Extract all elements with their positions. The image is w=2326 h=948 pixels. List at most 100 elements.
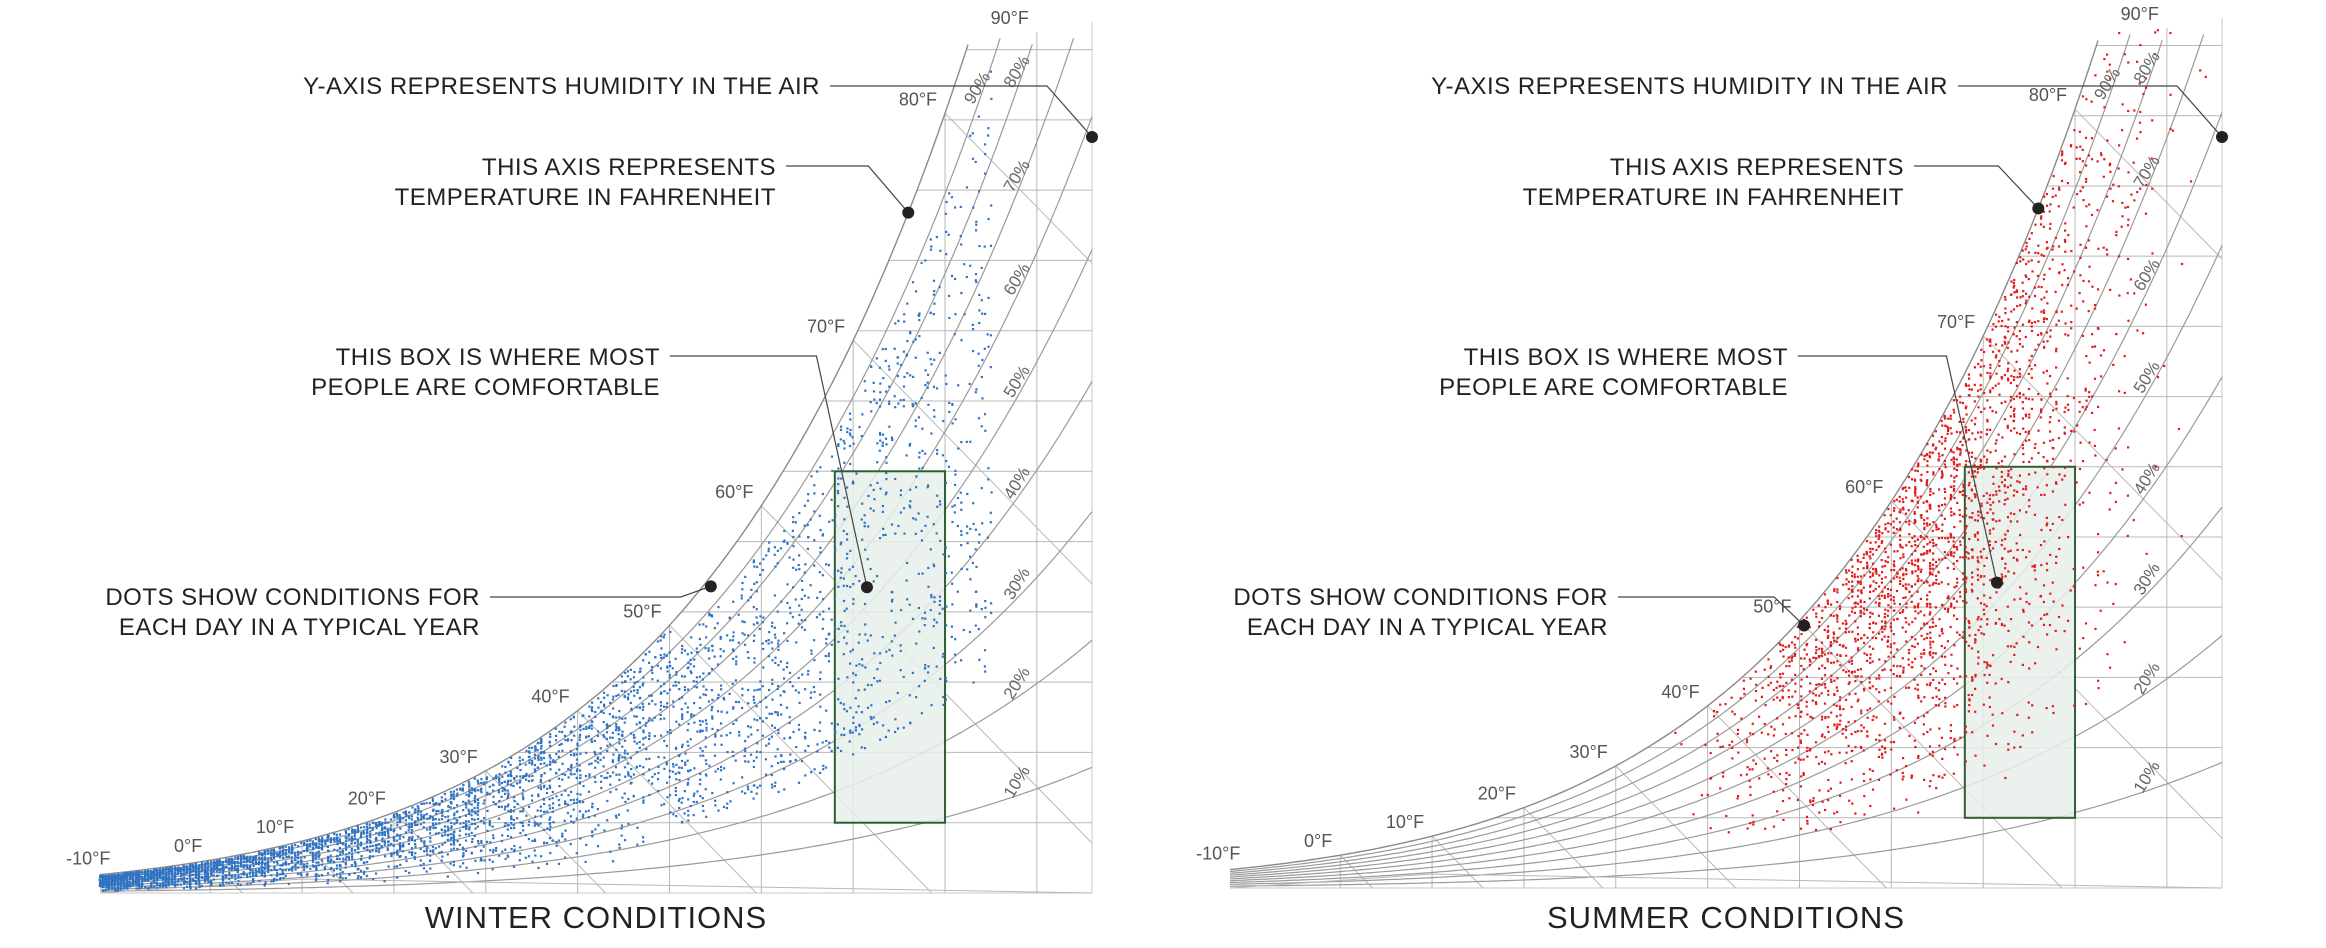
condition-dot [879,391,882,394]
condition-dot [863,688,866,691]
condition-dot [404,812,408,815]
condition-dot [903,313,906,316]
condition-dot [572,808,575,811]
condition-dot [2060,154,2063,157]
condition-dot [314,855,317,858]
condition-dot [1986,623,1989,626]
condition-dot [249,882,252,885]
condition-dot [989,244,993,247]
condition-dot [264,858,267,862]
condition-dot [671,763,675,766]
condition-dot [680,651,683,654]
condition-dot [1827,789,1830,792]
condition-dot [1838,627,1841,630]
condition-dot [557,777,560,780]
condition-dot [764,773,768,776]
condition-dot [278,853,281,856]
condition-dot [555,734,558,737]
condition-dot [869,716,872,719]
condition-dot [627,698,630,701]
condition-dot [930,596,933,599]
condition-dot [351,829,354,832]
condition-dot [2030,329,2034,332]
condition-dot [135,876,138,879]
condition-dot [531,759,534,762]
condition-dot [675,720,678,723]
condition-dot [501,786,504,789]
condition-dot [548,804,551,807]
condition-dot [242,860,246,864]
condition-dot [410,831,413,835]
condition-dot [1976,538,1980,541]
condition-dot [1889,686,1893,689]
condition-dot [2169,93,2172,96]
condition-dot [242,865,245,868]
condition-dot [105,875,108,878]
condition-dot [1851,802,1854,805]
condition-dot [480,839,483,843]
condition-dot [381,821,384,824]
condition-dot [129,873,132,876]
condition-dot [2030,232,2033,235]
condition-dot [705,815,708,818]
condition-dot [686,740,689,743]
condition-dot [861,658,864,661]
condition-dot [861,664,864,667]
condition-dot [897,319,900,322]
condition-dot [843,707,846,711]
condition-dot [260,868,263,871]
condition-dot [452,795,455,798]
condition-dot [755,705,758,708]
condition-dot [326,882,329,885]
condition-dot [491,868,494,871]
condition-dot [656,664,659,667]
condition-dot [717,693,720,697]
condition-dot [881,348,884,351]
condition-dot [923,611,927,614]
condition-dot [834,514,837,517]
condition-dot [302,849,305,853]
condition-dot [2012,281,2015,285]
condition-dot [732,707,735,710]
condition-dot [1964,495,1968,498]
condition-dot [1836,591,1839,594]
condition-dot [2013,326,2016,329]
condition-dot [231,881,234,884]
condition-dot [141,880,144,883]
condition-dot [483,822,486,825]
condition-dot [1764,704,1767,707]
condition-dot [891,438,894,441]
condition-dot [755,616,758,619]
condition-dot [570,820,573,823]
condition-dot [284,863,287,866]
condition-dot [156,879,159,882]
condition-dot [345,837,348,840]
condition-dot [636,689,639,692]
condition-dot [2100,154,2103,157]
condition-dot [894,406,897,409]
condition-dot [954,653,957,656]
condition-dot [456,804,459,807]
condition-dot [939,249,942,252]
condition-dot [624,717,627,720]
condition-dot [398,814,401,817]
condition-dot [951,520,954,524]
condition-dot [633,740,636,743]
condition-dot [183,868,186,871]
condition-dot [1923,458,1926,461]
condition-dot [356,840,359,843]
condition-dot [591,701,594,704]
condition-dot [627,822,630,825]
condition-dot [650,694,653,697]
condition-dot [770,783,774,786]
condition-dot [488,785,491,788]
condition-dot [2073,129,2076,132]
condition-dot [450,825,453,828]
condition-dot [662,656,665,659]
condition-dot [575,758,579,761]
condition-dot [966,525,969,528]
condition-dot [242,854,245,857]
condition-dot [218,863,222,867]
condition-dot [759,751,762,754]
condition-dot [773,546,776,549]
